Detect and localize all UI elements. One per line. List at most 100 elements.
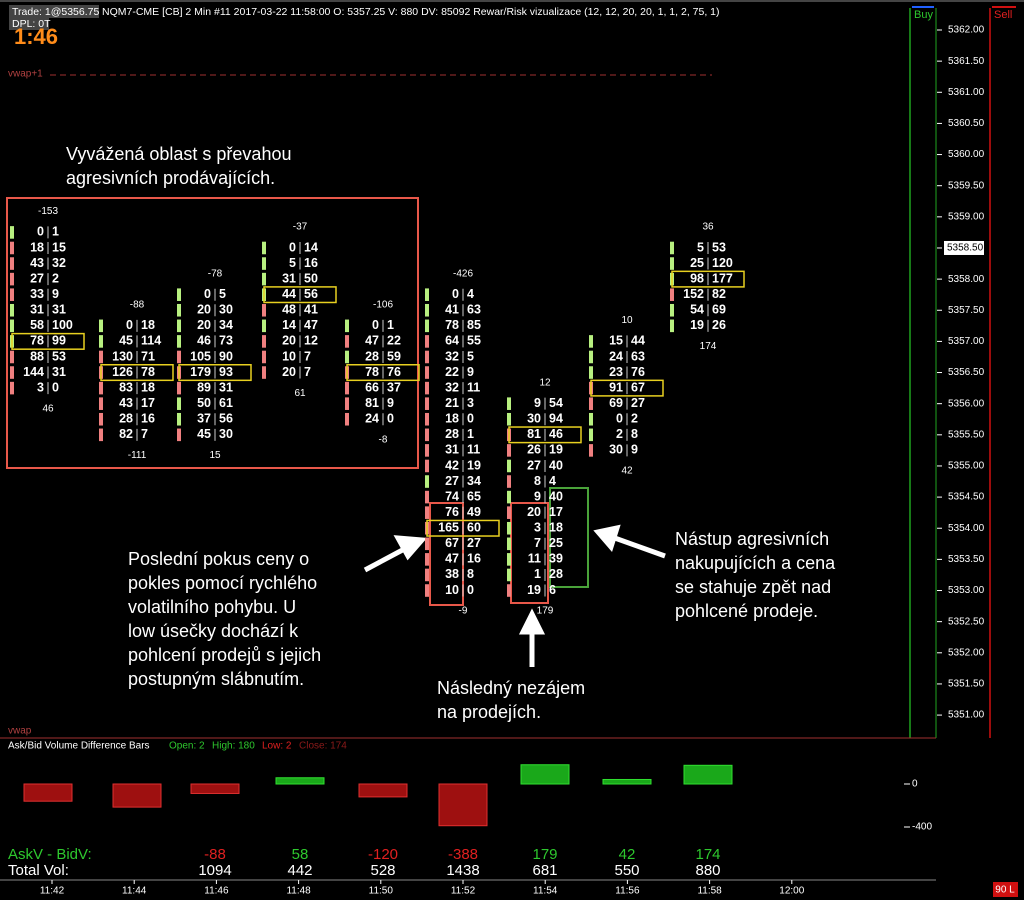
annotation-line: Nástup agresivních	[675, 529, 829, 549]
volume-value: 1438	[446, 862, 479, 879]
profile-marker	[177, 412, 181, 426]
profile-marker	[99, 319, 103, 333]
price-tick-label: 5352.00	[948, 647, 985, 658]
ask-volume: 19	[549, 443, 563, 457]
ask-volume: 27	[631, 396, 645, 410]
profile-marker	[99, 335, 103, 348]
annotation-line: Poslední pokus ceny o	[128, 549, 309, 569]
delta-bar	[520, 764, 570, 785]
price-tick-label: 5354.00	[948, 523, 985, 534]
profile-marker	[507, 568, 511, 582]
bid-volume: 44	[282, 287, 296, 301]
bid-volume: 0	[126, 318, 133, 332]
ask-volume: 32	[52, 256, 66, 270]
profile-marker	[425, 303, 429, 317]
bid-volume: 10	[445, 583, 459, 597]
bar-top-delta: 10	[621, 315, 633, 326]
bar-delta: -111	[128, 450, 147, 461]
bar-delta: -8	[379, 434, 388, 445]
ask-volume: 37	[387, 380, 401, 394]
time-label: 11:42	[40, 886, 65, 897]
profile-marker	[177, 381, 181, 395]
bid-volume: 74	[445, 489, 459, 503]
trade-info: Trade: 1@5356.75	[12, 6, 99, 18]
price-tick-label: 5355.00	[948, 461, 985, 472]
time-label: 11:54	[533, 886, 558, 897]
ask-volume: 82	[712, 287, 726, 301]
delta-value: 179	[532, 846, 557, 863]
bid-volume: 88	[30, 349, 44, 363]
delta-row-label: AskV - BidV:	[8, 846, 92, 863]
bid-volume: 126	[112, 365, 133, 379]
profile-marker	[99, 381, 103, 395]
profile-marker	[10, 272, 14, 286]
bid-volume: 83	[119, 380, 133, 394]
delta-low: Low: 2	[262, 741, 292, 752]
bid-volume: 27	[527, 458, 541, 472]
profile-marker	[670, 257, 674, 270]
ask-volume: 46	[549, 427, 563, 441]
profile-marker	[99, 350, 103, 364]
bid-volume: 1	[534, 567, 541, 581]
profile-marker	[670, 319, 674, 333]
profile-marker	[507, 506, 511, 519]
price-tick-label: 5360.00	[948, 149, 985, 160]
ask-volume: 15	[52, 240, 66, 254]
bid-volume: 69	[609, 396, 623, 410]
ask-volume: 1	[387, 318, 394, 332]
current-price-box	[944, 240, 984, 255]
profile-marker	[262, 350, 266, 364]
profile-marker	[670, 288, 674, 301]
bar-top-delta: -88	[130, 299, 145, 310]
profile-marker	[345, 319, 349, 333]
profile-marker	[262, 257, 266, 270]
profile-marker	[10, 241, 14, 255]
profile-marker	[99, 428, 103, 442]
ask-volume: 85	[467, 318, 481, 332]
bid-volume: 33	[30, 287, 44, 301]
profile-marker	[507, 537, 511, 551]
bid-volume: 144	[23, 365, 44, 379]
ask-volume: 99	[52, 334, 66, 348]
bid-volume: 41	[445, 303, 459, 317]
bid-volume: 15	[609, 334, 623, 348]
profile-marker	[177, 397, 181, 410]
profile-marker	[670, 303, 674, 317]
ask-volume: 0	[467, 583, 474, 597]
delta-bar	[190, 783, 240, 794]
profile-marker	[589, 335, 593, 348]
bar-delta: 46	[42, 403, 54, 414]
dpl-box	[9, 18, 49, 30]
poc-box	[671, 270, 745, 288]
ask-volume: 3	[467, 396, 474, 410]
profile-marker	[425, 475, 429, 488]
bar-top-delta: -106	[373, 299, 393, 310]
profile-marker	[425, 366, 429, 379]
delta-axis-label: 0	[912, 779, 918, 790]
profile-marker	[670, 241, 674, 255]
bar-top-delta: 12	[539, 377, 551, 388]
bid-volume: 54	[690, 303, 704, 317]
bid-volume: 19	[690, 318, 704, 332]
profile-marker	[425, 553, 429, 566]
poc-box	[263, 286, 337, 304]
ask-volume: 44	[631, 334, 645, 348]
profile-marker	[425, 459, 429, 473]
bid-volume: 28	[445, 427, 459, 441]
bid-volume: 47	[365, 334, 379, 348]
ask-volume: 76	[631, 365, 645, 379]
status-box	[993, 882, 1018, 897]
bid-volume: 23	[609, 365, 623, 379]
ask-volume: 40	[549, 489, 563, 503]
ask-volume: 56	[219, 412, 233, 426]
sell-label: Sell	[994, 9, 1012, 21]
ask-volume: 61	[219, 396, 233, 410]
price-tick-label: 5353.50	[948, 554, 985, 565]
ask-volume: 114	[141, 334, 161, 348]
delta-value: 174	[695, 846, 720, 863]
ask-volume: 4	[549, 474, 556, 488]
profile-marker	[262, 241, 266, 255]
bid-volume: 76	[445, 505, 459, 519]
ask-volume: 25	[549, 536, 563, 550]
profile-marker	[99, 412, 103, 426]
